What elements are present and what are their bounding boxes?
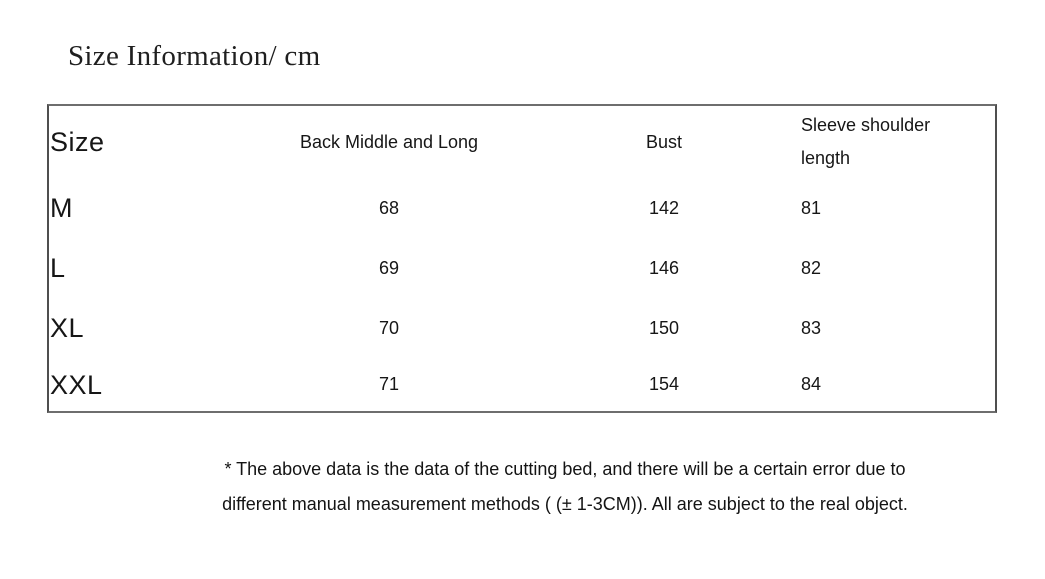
table-cell-back-middle-and-long: 69 <box>378 257 400 278</box>
size-table: Size Back Middle and Long Bust Sleeve sh… <box>47 104 997 413</box>
table-cell-sleeve-shoulder-length: 84 <box>801 374 822 394</box>
measurement-note: * The above data is the data of the cutt… <box>140 452 990 522</box>
table-row-size-label: M <box>50 193 73 223</box>
table-cell-sleeve-shoulder-length: 82 <box>801 257 822 278</box>
page-title: Size Information/ cm <box>68 40 321 72</box>
table-cell-sleeve-shoulder-length: 83 <box>801 317 822 338</box>
table-cell-back-middle-and-long: 68 <box>378 197 400 218</box>
table-cell-bust: 142 <box>648 197 680 218</box>
table-cell-back-middle-and-long: 70 <box>378 317 400 338</box>
col-header-sleeve-shoulder-length: Sleeve shoulder length <box>801 115 931 168</box>
table-cell-sleeve-shoulder-length: 81 <box>801 197 822 218</box>
col-header-size: Size <box>50 127 105 157</box>
table-cell-back-middle-and-long: 71 <box>378 374 400 394</box>
measurement-note-line-1: * The above data is the data of the cutt… <box>224 459 906 479</box>
measurement-note-line-2: different manual measurement methods ( (… <box>222 494 908 514</box>
table-cell-bust: 150 <box>648 317 680 338</box>
table-cell-bust: 154 <box>648 374 680 394</box>
table-row-size-label: XXL <box>50 369 103 400</box>
col-header-bust: Bust <box>645 131 683 152</box>
table-cell-bust: 146 <box>648 257 680 278</box>
table-row-size-label: XL <box>50 313 85 343</box>
col-header-back-middle-and-long: Back Middle and Long <box>299 131 479 152</box>
table-row-size-label: L <box>50 253 66 283</box>
